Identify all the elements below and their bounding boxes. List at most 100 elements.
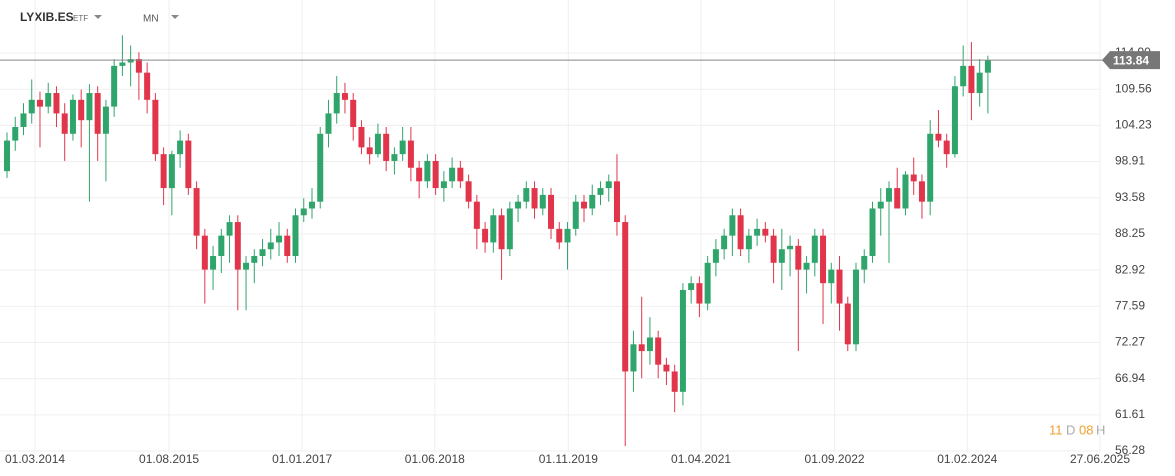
y-tick-label: 66.94 — [1115, 371, 1145, 385]
candle-body — [300, 208, 307, 216]
candle-body — [12, 126, 19, 141]
x-tick-label: 01.06.2018 — [405, 452, 465, 466]
candle-body — [787, 245, 794, 250]
y-tick-label: 77.59 — [1115, 299, 1145, 313]
candle-body — [630, 344, 637, 372]
candle-body — [226, 222, 233, 236]
candle-body — [622, 222, 629, 372]
candle-body — [276, 235, 283, 243]
candle-body — [119, 62, 126, 66]
candle-body — [251, 256, 258, 263]
candle-body — [36, 99, 43, 107]
candle-body — [498, 215, 505, 250]
candle-body — [358, 126, 365, 148]
candle-body — [201, 235, 208, 270]
candle-body — [877, 201, 884, 209]
candle-body — [366, 147, 373, 155]
candle-body — [910, 174, 917, 182]
candle-body — [333, 93, 340, 114]
y-tick-label: 88.25 — [1115, 226, 1145, 240]
ticker[interactable]: LYXIB.ES — [20, 10, 74, 24]
candle-body — [605, 181, 612, 189]
candle-body — [482, 228, 489, 243]
candle-body — [762, 228, 769, 236]
candle-body — [168, 154, 175, 189]
x-tick-label: 01.01.2017 — [272, 452, 332, 466]
candle-body — [127, 59, 134, 63]
candle-body — [94, 93, 101, 134]
candle-body — [795, 245, 802, 270]
candle-body — [177, 140, 184, 155]
candle-body — [424, 160, 431, 182]
candle-body — [754, 228, 761, 236]
candle-body — [69, 99, 76, 134]
candle-body — [292, 215, 299, 257]
dropdown-arrow[interactable] — [171, 15, 179, 19]
candle-body — [539, 194, 546, 209]
y-tick-label: 104.23 — [1115, 118, 1152, 132]
y-tick-label: 109.56 — [1115, 81, 1152, 95]
candle-body — [102, 106, 109, 134]
candle-body — [416, 167, 423, 182]
candle-body — [284, 235, 291, 257]
candle-body — [581, 201, 588, 209]
candle-body — [679, 289, 686, 392]
last-price-tag — [1102, 51, 1160, 70]
candle-body — [243, 262, 250, 270]
candle-body — [135, 59, 142, 73]
candle-body — [53, 93, 60, 114]
candle-body — [152, 99, 159, 155]
candle-body — [28, 99, 35, 114]
last-price-label: 113.84 — [1113, 53, 1149, 67]
candle-body — [688, 283, 695, 290]
candle-body — [218, 235, 225, 257]
timer-hours: 08 — [1079, 422, 1093, 437]
candle-body — [506, 208, 513, 250]
candle-body — [927, 133, 934, 202]
candle-body — [523, 188, 530, 202]
candle-body — [885, 188, 892, 202]
candle-body — [465, 181, 472, 202]
candle-body — [449, 167, 456, 182]
candle-body — [531, 188, 538, 209]
candle-body — [976, 72, 983, 94]
candle-body — [984, 60, 991, 73]
candle-body — [160, 154, 167, 189]
candle-body — [960, 65, 967, 87]
candle-body — [589, 194, 596, 209]
candle-body — [918, 181, 925, 202]
candle-body — [515, 201, 522, 209]
candle-body — [902, 174, 909, 209]
candle-body — [663, 364, 670, 372]
candle-body — [745, 235, 752, 250]
y-tick-label: 56.28 — [1115, 443, 1145, 457]
dropdown-arrow[interactable] — [94, 15, 102, 19]
candle-body — [737, 215, 744, 250]
candle-body — [78, 99, 85, 121]
candle-body — [861, 256, 868, 270]
candle-body — [45, 93, 52, 107]
asset-type: ETF — [73, 14, 88, 23]
x-tick-label: 27.06.2025 — [1070, 452, 1130, 466]
candle-body — [811, 235, 818, 263]
candle-body — [646, 337, 653, 352]
candle-body — [432, 160, 439, 189]
candle-body — [20, 113, 27, 127]
candle-body — [836, 269, 843, 304]
timer-days: 11 — [1049, 422, 1063, 437]
candle-body — [308, 201, 315, 209]
candle-body — [210, 256, 217, 270]
candle-body — [803, 262, 810, 270]
candle-body — [572, 201, 579, 229]
candle-body — [317, 133, 324, 202]
candle-body — [704, 262, 711, 304]
y-tick-label: 82.92 — [1115, 262, 1145, 276]
candle-body — [341, 93, 348, 100]
candle-body — [671, 371, 678, 392]
candle-body — [869, 208, 876, 257]
candle-body — [457, 167, 464, 182]
timeframe[interactable]: MN — [143, 14, 159, 25]
candle-body — [350, 99, 357, 127]
candle-body — [61, 113, 68, 134]
candle-body — [935, 133, 942, 141]
